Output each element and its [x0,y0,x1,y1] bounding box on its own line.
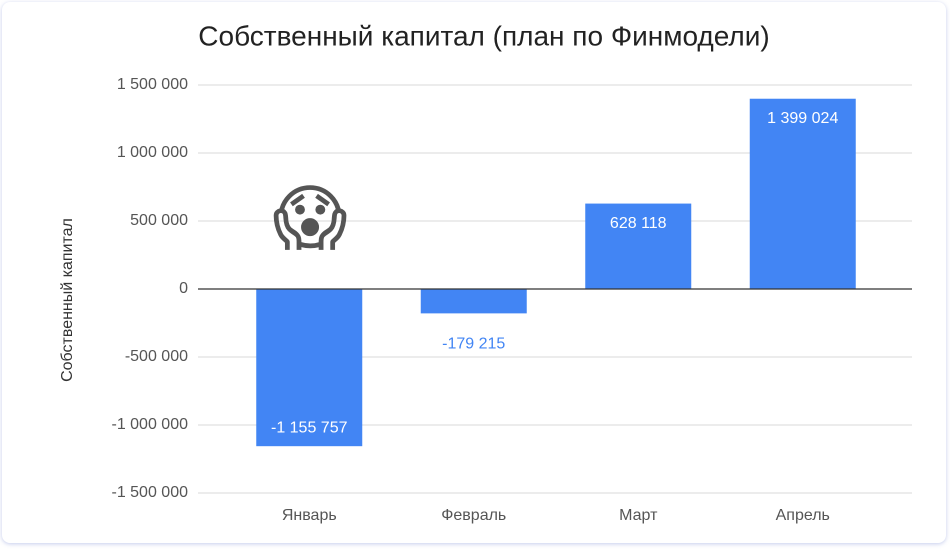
bar [585,203,692,289]
y-tick-label: 500 000 [130,212,188,229]
y-tick-label: 0 [179,280,188,297]
x-tick-label: Апрель [776,507,830,524]
value-label: 1 399 024 [767,110,838,127]
value-label: -1 155 757 [271,419,348,436]
value-label: -179 215 [442,336,505,353]
x-tick-label: Январь [282,507,337,524]
value-label: 628 118 [610,215,667,232]
x-tick-label: Февраль [441,507,506,524]
chart-title: Собственный капитал (план по Финмодели) [198,20,769,51]
y-tick-label: 1 000 000 [117,144,188,161]
y-tick-label: -1 500 000 [111,484,188,501]
bar [420,289,527,314]
x-tick-label: Март [619,507,658,524]
y-axis-label: Собственный капитал [59,218,76,382]
bar [749,98,856,290]
y-tick-label: -1 000 000 [111,416,188,433]
y-tick-label: 1 500 000 [117,76,188,93]
annotation-emoji: 😱 [272,179,347,259]
bar [256,289,363,447]
y-tick-label: -500 000 [125,348,188,365]
